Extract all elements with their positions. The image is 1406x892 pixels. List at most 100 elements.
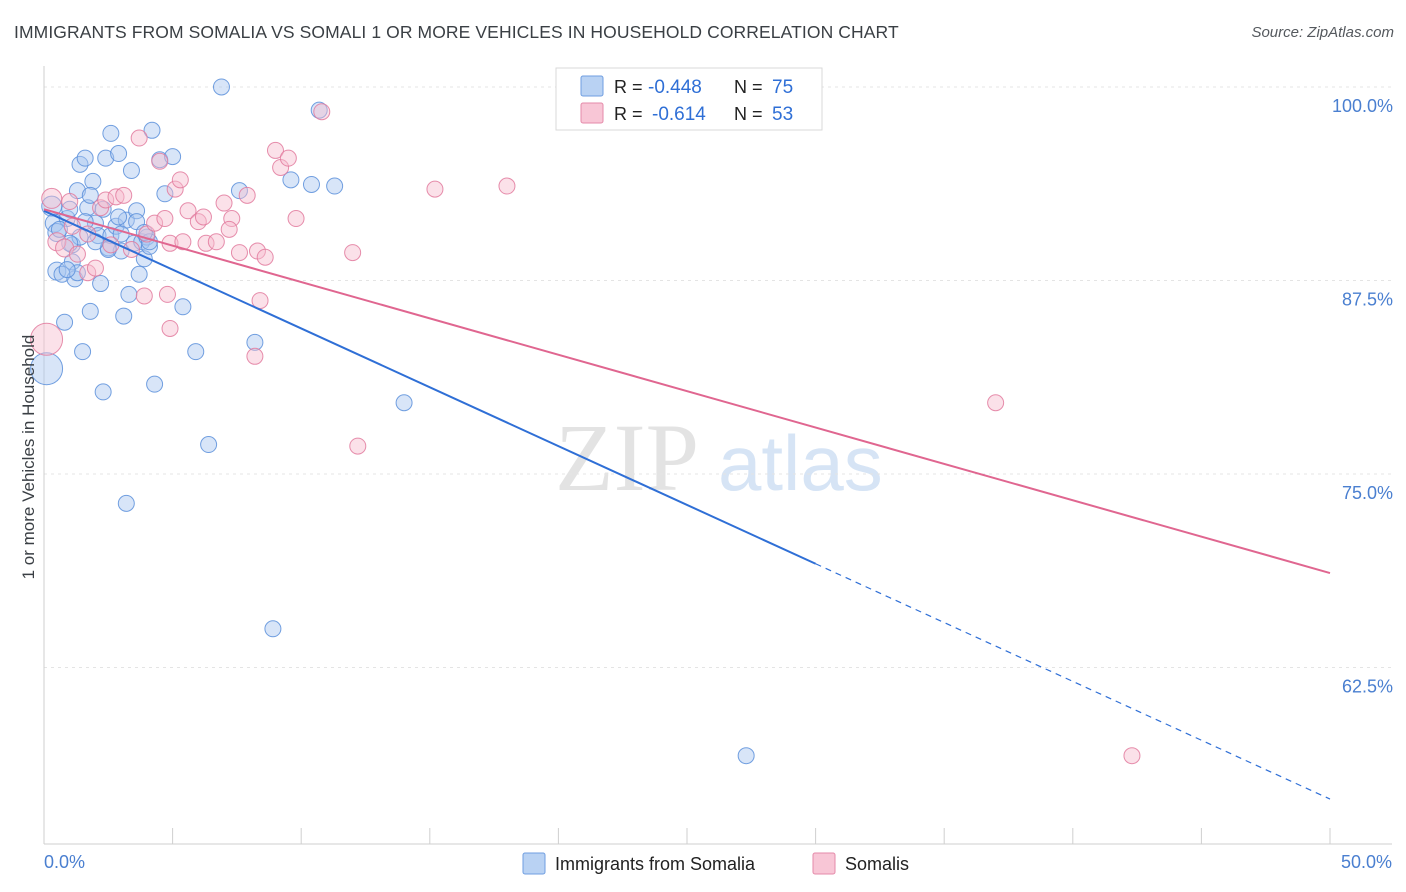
somalia-point	[81, 302, 99, 320]
somalia-point	[68, 264, 86, 282]
somalis-point	[256, 248, 274, 266]
somalis-point	[135, 287, 153, 305]
somalia-point	[120, 285, 138, 303]
somalia-point	[282, 171, 300, 189]
somalis-point	[47, 232, 67, 252]
somalia-point	[84, 172, 102, 190]
somalis-point	[61, 193, 79, 211]
somalia-point	[102, 124, 120, 142]
somalis-point	[161, 319, 179, 337]
series-somalia-points	[30, 78, 755, 765]
y-tick-label: 75.0%	[1342, 483, 1393, 503]
somalis-point	[122, 241, 140, 258]
somalia-point	[94, 383, 112, 401]
source-credit: Source: ZipAtlas.com	[1251, 24, 1394, 41]
somalis-point	[194, 208, 212, 226]
somalis-point	[146, 214, 164, 232]
somalis-point	[115, 186, 133, 204]
somalia-point	[56, 313, 74, 331]
bottom-legend-label-somalis: Somalis	[845, 854, 909, 874]
somalis-point	[189, 213, 207, 231]
somalia-point	[395, 394, 413, 412]
somalia-point	[30, 352, 64, 386]
somalia-point	[130, 265, 148, 283]
watermark-zip: ZIP	[555, 404, 699, 511]
somalia-point	[174, 298, 192, 316]
somalia-point	[310, 101, 328, 119]
somalis-point	[287, 210, 305, 228]
somalia-point	[143, 121, 161, 139]
x-tick-max: 50.0%	[1341, 852, 1392, 872]
somalis-point	[279, 149, 297, 167]
y-tick-label: 100.0%	[1332, 96, 1393, 116]
bottom-legend: Immigrants from Somalia Somalis	[522, 852, 909, 875]
somalis-point	[130, 129, 148, 147]
gridlines	[44, 86, 1392, 668]
bottom-legend-swatch-somalis	[812, 852, 836, 875]
somalia-point	[92, 275, 110, 293]
somalia-point	[81, 186, 99, 204]
somalia-point	[76, 149, 94, 167]
somalia-point	[117, 494, 135, 512]
legend-n-label-1: N =	[734, 77, 763, 97]
legend-r-value-2: -0.614	[652, 104, 706, 125]
somalis-point	[426, 180, 444, 198]
x-tick-min: 0.0%	[44, 852, 85, 872]
legend-n-value-1: 75	[772, 77, 793, 98]
y-tick-label: 87.5%	[1342, 289, 1393, 309]
somalis-point	[987, 394, 1005, 412]
legend-swatch-somalia	[580, 75, 604, 97]
somalia-point	[737, 747, 755, 765]
somalia-point	[110, 145, 128, 163]
somalis-point	[30, 322, 64, 356]
somalia-point	[156, 185, 174, 203]
trend-line-somalia-extrapolated	[815, 563, 1331, 800]
somalis-point	[220, 220, 238, 238]
y-tick-labels: 100.0% 87.5% 75.0% 62.5%	[1332, 96, 1393, 697]
somalia-point	[58, 261, 76, 279]
somalis-point	[1123, 747, 1141, 765]
somalis-point	[68, 245, 86, 263]
legend-n-value-2: 53	[772, 104, 793, 125]
somalia-point	[264, 620, 282, 638]
somalia-point	[164, 148, 182, 166]
top-legend: R = -0.448 N = 75 R = -0.614 N = 53	[555, 67, 823, 131]
somalis-point	[171, 171, 189, 189]
legend-r-label-1: R =	[614, 77, 643, 97]
somalis-point	[156, 210, 174, 228]
somalis-point	[179, 202, 197, 220]
somalis-point	[230, 244, 248, 262]
y-tick-label: 62.5%	[1342, 676, 1393, 696]
somalis-point	[207, 233, 225, 251]
somalia-point	[50, 220, 68, 238]
somalis-point	[151, 152, 169, 170]
axes	[43, 66, 1392, 845]
somalia-point	[200, 436, 218, 454]
somalis-point	[344, 244, 362, 262]
somalis-point	[158, 285, 176, 303]
somalis-point	[313, 103, 331, 121]
somalis-point	[349, 437, 367, 455]
somalis-point	[246, 347, 264, 365]
somalia-point	[115, 307, 133, 325]
somalis-point	[174, 233, 192, 251]
legend-n-label-2: N =	[734, 104, 763, 124]
legend-r-label-2: R =	[614, 104, 643, 124]
somalis-point	[55, 238, 75, 258]
somalis-point	[223, 210, 241, 228]
bottom-legend-swatch-somalia	[522, 852, 546, 875]
chart-title: IMMIGRANTS FROM SOMALIA VS SOMALI 1 OR M…	[14, 22, 899, 42]
somalia-point	[146, 375, 164, 393]
watermark-atlas: atlas	[718, 419, 883, 507]
somalis-point	[166, 180, 184, 198]
series-somalis-points	[30, 103, 1141, 765]
somalia-point	[326, 177, 344, 195]
somalis-point	[86, 259, 104, 277]
somalis-point	[97, 191, 115, 209]
somalia-point	[74, 343, 92, 361]
trend-lines	[43, 208, 1331, 800]
trend-line-somalis	[43, 208, 1331, 574]
somalia-point	[97, 149, 115, 167]
somalia-point	[212, 78, 230, 96]
